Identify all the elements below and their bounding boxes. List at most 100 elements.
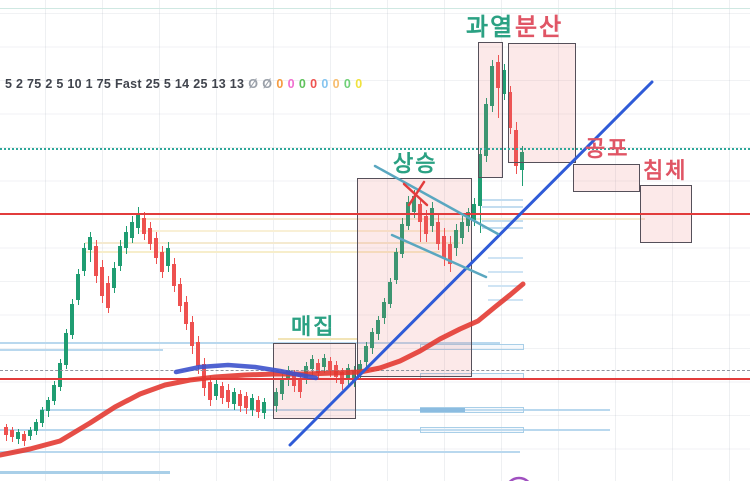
candle-body (142, 218, 146, 234)
volume-profile-line (0, 451, 520, 453)
indicator-token: 0 (332, 77, 340, 91)
candle-body (484, 104, 488, 156)
candle-body (88, 237, 92, 250)
indicator-token: Ø (248, 77, 259, 91)
volume-profile-line (0, 470, 170, 474)
candle-body (502, 70, 506, 94)
markup-box[interactable] (357, 178, 472, 377)
candle-body (226, 390, 230, 402)
candle-body (436, 222, 440, 244)
phase-label-distribution[interactable]: 분산 (515, 13, 564, 41)
resistance-level-red[interactable] (0, 213, 750, 215)
candle-body (130, 222, 134, 238)
candle-body (70, 304, 74, 335)
candle-body (298, 380, 302, 392)
candle-body (454, 230, 458, 248)
candle-body (160, 252, 164, 272)
candle-body (460, 222, 464, 238)
candle-body (136, 213, 140, 228)
candle-body (364, 346, 368, 362)
candle-body (118, 246, 122, 266)
distribution-box[interactable] (508, 43, 576, 163)
volume-profile-bar (420, 344, 524, 350)
indicator-token: 0 (355, 77, 363, 91)
candle-body (190, 322, 194, 346)
candle-body (52, 385, 56, 401)
candle-body (430, 208, 434, 226)
indicator-token: 0 (343, 77, 352, 91)
candle-body (358, 364, 362, 374)
candle-body (22, 434, 26, 441)
candle-body (106, 283, 110, 308)
candle-body (442, 236, 446, 258)
candle-body (496, 62, 500, 88)
candle-body (232, 392, 236, 404)
candle-body (10, 430, 14, 437)
candle-body (178, 284, 182, 306)
candle-body (208, 382, 212, 400)
candle-body (46, 400, 50, 411)
fear-box[interactable] (573, 164, 640, 192)
candle-body (64, 333, 68, 365)
flag-lower-line[interactable] (390, 233, 488, 279)
candle-body (490, 66, 494, 106)
phase-label-downturn[interactable]: 침체 (643, 159, 688, 184)
indicator-token: 5 2 75 2 5 10 1 75 Fast 25 5 14 25 13 13 (5, 77, 245, 91)
indicator-token: Ø (262, 77, 273, 91)
dotted-teal-level[interactable] (0, 148, 750, 150)
indicator-token: 0 (287, 77, 295, 91)
phase-label-accumulation[interactable]: 매집 (291, 315, 336, 340)
volume-profile-line (482, 220, 523, 222)
indicator-token: 0 (298, 77, 307, 91)
candle-body (262, 402, 266, 413)
candle-body (124, 232, 128, 248)
phase-label-fear[interactable]: 공포 (585, 137, 630, 162)
phase-label-overheat[interactable]: 과열 (466, 13, 515, 41)
candle-body (274, 392, 278, 406)
indicator-token: 0 (321, 77, 329, 91)
candle-body (508, 92, 512, 128)
yellow-level (140, 218, 645, 220)
candle-body (244, 396, 248, 408)
indicator-token: 0 (310, 77, 318, 91)
support-level-red[interactable] (0, 378, 750, 380)
candle-body (76, 274, 80, 300)
candle-body (412, 196, 416, 212)
uptrend-line[interactable] (288, 80, 654, 447)
candle-body (316, 363, 320, 373)
candle-body (310, 359, 314, 369)
volume-profile-line (482, 206, 523, 208)
candle-body (352, 370, 356, 381)
volume-profile-bar (420, 408, 465, 412)
candle-body (220, 386, 224, 398)
candle-body (394, 252, 398, 280)
x-cross-mark[interactable] (407, 180, 426, 207)
candle-body (238, 394, 242, 406)
yellow-level (278, 338, 357, 340)
candle-body (520, 152, 524, 170)
overheat-box[interactable] (478, 42, 503, 178)
candle-body (154, 238, 158, 258)
candle-body (466, 212, 470, 226)
volume-profile-line (488, 271, 523, 273)
candle-body (382, 302, 386, 318)
phase-label-markup[interactable]: 상승 (393, 152, 438, 177)
flag-upper-line[interactable] (373, 164, 500, 236)
candle-body (100, 267, 104, 296)
candle-body (16, 432, 20, 439)
accumulation-box[interactable] (273, 343, 356, 419)
volume-profile-line (482, 199, 523, 201)
cycle-circle-mark[interactable] (506, 476, 532, 481)
yellow-level (140, 230, 460, 232)
candle-body (424, 216, 428, 234)
indicator-values-row[interactable]: 5 2 75 2 5 10 1 75 Fast 25 5 14 25 13 13… (5, 77, 366, 91)
volume-profile-line (482, 227, 523, 229)
yellow-level (85, 251, 440, 253)
candle-body (292, 374, 296, 386)
volume-profile-bar (420, 427, 524, 433)
indicator-token: 0 (276, 77, 284, 91)
